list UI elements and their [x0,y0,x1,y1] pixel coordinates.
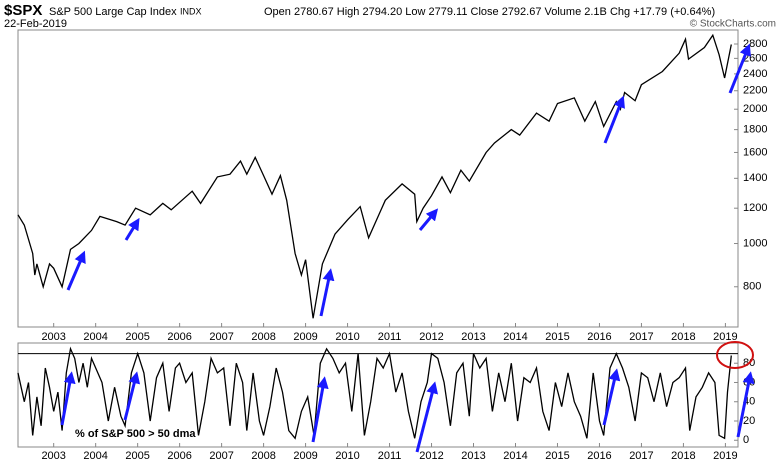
series-line [17,346,732,440]
x-tick-label: 2018 [671,331,695,343]
y-tick-label: 0 [743,434,749,446]
x-tick-label: 2015 [545,331,569,343]
arrow [319,268,335,317]
arrow [728,43,751,94]
x-tick-label: 2003 [41,450,65,462]
x-tick-label: 2004 [83,331,107,343]
x-tick-label: 2007 [209,331,233,343]
indicator-label: % of S&P 500 > 50 dma [75,428,196,440]
x-tick-label: 2011 [378,331,402,343]
x-tick-label: 2005 [125,450,149,462]
y-tick-label: 1800 [743,124,767,136]
arrow [603,95,625,144]
x-tick-label: 2015 [545,450,569,462]
arrow [311,376,329,443]
x-tick-label: 2010 [335,450,359,462]
x-tick-label: 2012 [419,450,443,462]
y-tick-label: 1600 [743,146,767,158]
annotations [60,43,755,453]
index-name: S&P 500 Large Cap Index [49,6,177,18]
y-tick-label: 800 [743,281,761,293]
x-tick-label: 2011 [378,450,402,462]
y-tick-label: 2400 [743,68,767,80]
x-tick-label: 2013 [461,331,485,343]
arrow [415,381,439,453]
exchange: INDX [180,6,202,16]
x-tick-label: 2007 [209,450,233,462]
x-tick-label: 2013 [461,450,485,462]
x-tick-label: 2006 [167,450,191,462]
highlight-circle [716,341,754,369]
x-tick-label: 2012 [419,331,443,343]
x-tick-label: 2008 [251,331,275,343]
x-tick-label: 2005 [125,331,149,343]
quote: Open 2780.67 High 2794.20 Low 2779.11 Cl… [264,6,715,18]
arrow [418,208,439,231]
y-tick-label: 2200 [743,85,767,97]
series-line [17,33,732,319]
x-tick-label: 2016 [587,450,611,462]
y-tick-label: 1400 [743,172,767,184]
arrow [60,371,76,426]
breadth-panel [17,342,739,448]
x-tick-label: 2009 [293,450,317,462]
x-tick-label: 2019 [713,450,737,462]
y-tick-label: 1200 [743,202,767,214]
credit: © StockCharts.com [690,19,776,30]
x-tick-label: 2006 [167,331,191,343]
x-tick-label: 2014 [503,331,527,343]
arrow [124,217,140,241]
x-tick-label: 2018 [671,450,695,462]
arrow [123,371,141,421]
x-tick-label: 2010 [335,331,359,343]
y-tick-label: 1000 [743,237,767,249]
x-tick-label: 2014 [503,450,527,462]
y-tick-label: 2000 [743,103,767,115]
arrow [736,371,755,438]
x-tick-label: 2019 [713,331,737,343]
arrow [602,368,621,426]
date: 22-Feb-2019 [4,18,67,30]
price-panel [17,29,739,328]
x-tick-label: 2017 [629,450,653,462]
arrow [66,250,86,291]
x-tick-label: 2003 [41,331,65,343]
x-tick-label: 2017 [629,331,653,343]
x-tick-label: 2016 [587,331,611,343]
x-tick-label: 2004 [83,450,107,462]
symbol: $SPX [4,2,42,19]
x-tick-label: 2008 [251,450,275,462]
x-tick-label: 2009 [293,331,317,343]
y-tick-label: 20 [743,415,755,427]
